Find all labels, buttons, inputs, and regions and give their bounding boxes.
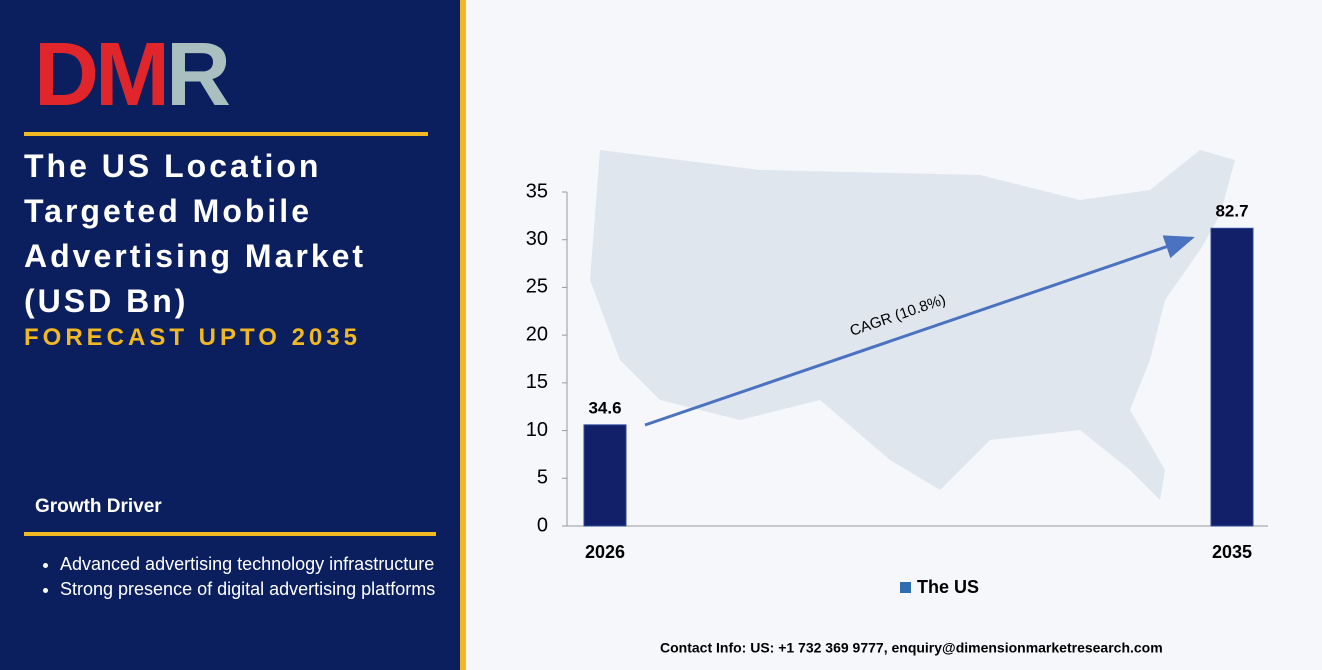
x-tick-label: 2026 (585, 542, 625, 562)
growth-driver-item: Advanced advertising technology infrastr… (60, 552, 440, 577)
y-tick-label: 0 (537, 514, 548, 536)
cagr-arrow (644, 235, 1195, 427)
map-background (590, 150, 1235, 500)
y-tick-label: 20 (526, 323, 548, 345)
y-tick-label: 25 (526, 276, 548, 298)
growth-driver-list: Advanced advertising technology infrastr… (30, 552, 440, 602)
y-tick-label: 35 (526, 180, 548, 202)
logo: DMR (34, 25, 231, 125)
contact: Contact Info: US: +1 732 369 9777, enqui… (660, 640, 1163, 656)
divider (24, 132, 428, 136)
legend-swatch (900, 582, 911, 593)
y-tick-label: 10 (526, 419, 548, 441)
growth-driver-item: Strong presence of digital advertising p… (60, 577, 440, 602)
bar (1210, 227, 1254, 527)
side-panel: DMR The US Location Targeted Mobile Adve… (0, 0, 466, 670)
bar-annotation: 34.6 (588, 398, 621, 417)
y-tick-label: 30 (526, 228, 548, 250)
legend-label: The US (917, 577, 979, 597)
divider (24, 532, 436, 536)
bar-annotation: 82.7 (1215, 202, 1248, 221)
bar (583, 424, 627, 527)
y-tick-label: 5 (537, 467, 548, 489)
y-tick-label: 15 (526, 371, 548, 393)
growth-driver-heading: Growth Driver (35, 496, 162, 517)
subtitle: FORECAST UPTO 2035 (24, 324, 361, 351)
x-tick-label: 2035 (1212, 542, 1252, 562)
title: The US Location Targeted Mobile Advertis… (24, 148, 367, 319)
